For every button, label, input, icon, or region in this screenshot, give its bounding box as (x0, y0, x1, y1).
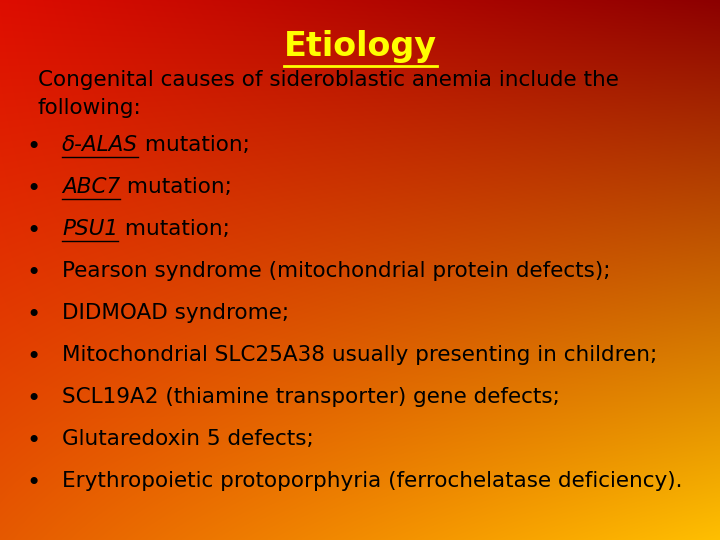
Text: Erythropoietic protoporphyria (ferrochelatase deficiency).: Erythropoietic protoporphyria (ferrochel… (62, 471, 683, 491)
Text: •: • (27, 261, 41, 285)
Text: SCL19A2 (thiamine transporter) gene defects;: SCL19A2 (thiamine transporter) gene defe… (62, 387, 560, 407)
Text: Pearson syndrome (mitochondrial protein defects);: Pearson syndrome (mitochondrial protein … (62, 261, 611, 281)
Text: •: • (27, 177, 41, 201)
Text: mutation;: mutation; (118, 219, 230, 239)
Text: following:: following: (38, 98, 142, 118)
Text: Glutaredoxin 5 defects;: Glutaredoxin 5 defects; (62, 429, 314, 449)
Text: •: • (27, 135, 41, 159)
Text: •: • (27, 387, 41, 411)
Text: •: • (27, 471, 41, 495)
Text: •: • (27, 345, 41, 369)
Text: Mitochondrial SLC25A38 usually presenting in children;: Mitochondrial SLC25A38 usually presentin… (62, 345, 657, 365)
Text: mutation;: mutation; (138, 135, 250, 155)
Text: Etiology: Etiology (284, 30, 436, 63)
Text: δ-ALAS: δ-ALAS (62, 135, 138, 155)
Text: DIDMOAD syndrome;: DIDMOAD syndrome; (62, 303, 289, 323)
Text: Congenital causes of sideroblastic anemia include the: Congenital causes of sideroblastic anemi… (38, 70, 619, 90)
Text: mutation;: mutation; (120, 177, 232, 197)
Text: PSU1: PSU1 (62, 219, 118, 239)
Text: •: • (27, 219, 41, 243)
Text: •: • (27, 303, 41, 327)
Text: •: • (27, 429, 41, 453)
Text: ABC7: ABC7 (62, 177, 120, 197)
